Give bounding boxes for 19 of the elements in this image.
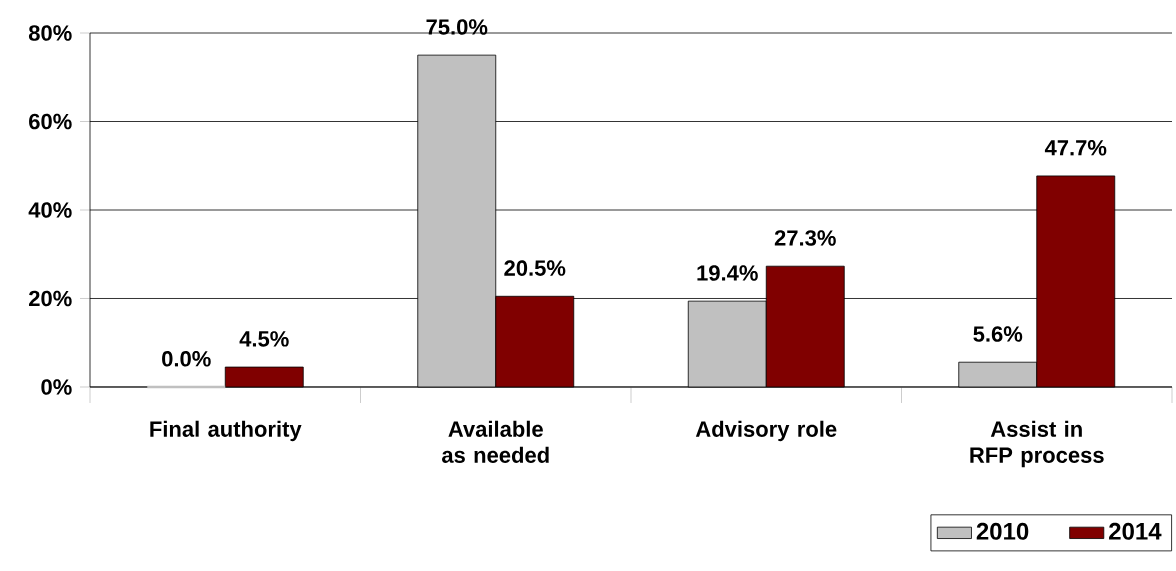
data-label: 47.7% [1044, 140, 1107, 156]
x-tick-label: Assist in RFP process [970, 420, 1104, 468]
legend-label: 2010 [976, 522, 1029, 540]
y-tick-label: 20% [29, 290, 72, 307]
data-label: 75.0% [426, 19, 488, 35]
y-tick-label: 0% [41, 379, 72, 395]
x-tick-label: Available as needed [442, 420, 549, 463]
legend-label: 2014 [1109, 522, 1162, 540]
data-label: 4.5% [239, 331, 289, 347]
data-label: 27.3% [774, 230, 836, 246]
data-label: 20.5% [504, 260, 566, 276]
data-label: 19.4% [697, 265, 758, 281]
x-tick-label: Advisory role [695, 420, 837, 442]
y-tick-label: 80% [28, 25, 72, 41]
data-label: 0.0% [162, 351, 211, 367]
y-tick-label: 40% [28, 202, 72, 218]
y-tick-label: 60% [29, 113, 72, 130]
x-tick-label: Final authority [150, 420, 302, 442]
data-label: 5.6% [973, 326, 1023, 342]
